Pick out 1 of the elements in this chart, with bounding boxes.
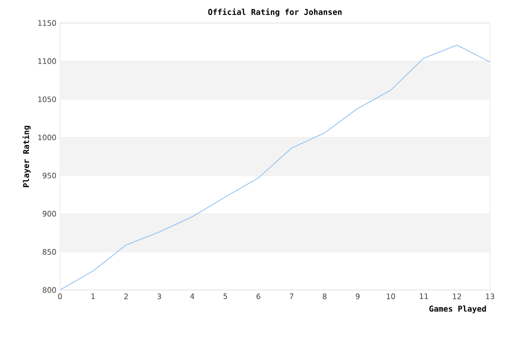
line-series	[60, 44, 490, 290]
